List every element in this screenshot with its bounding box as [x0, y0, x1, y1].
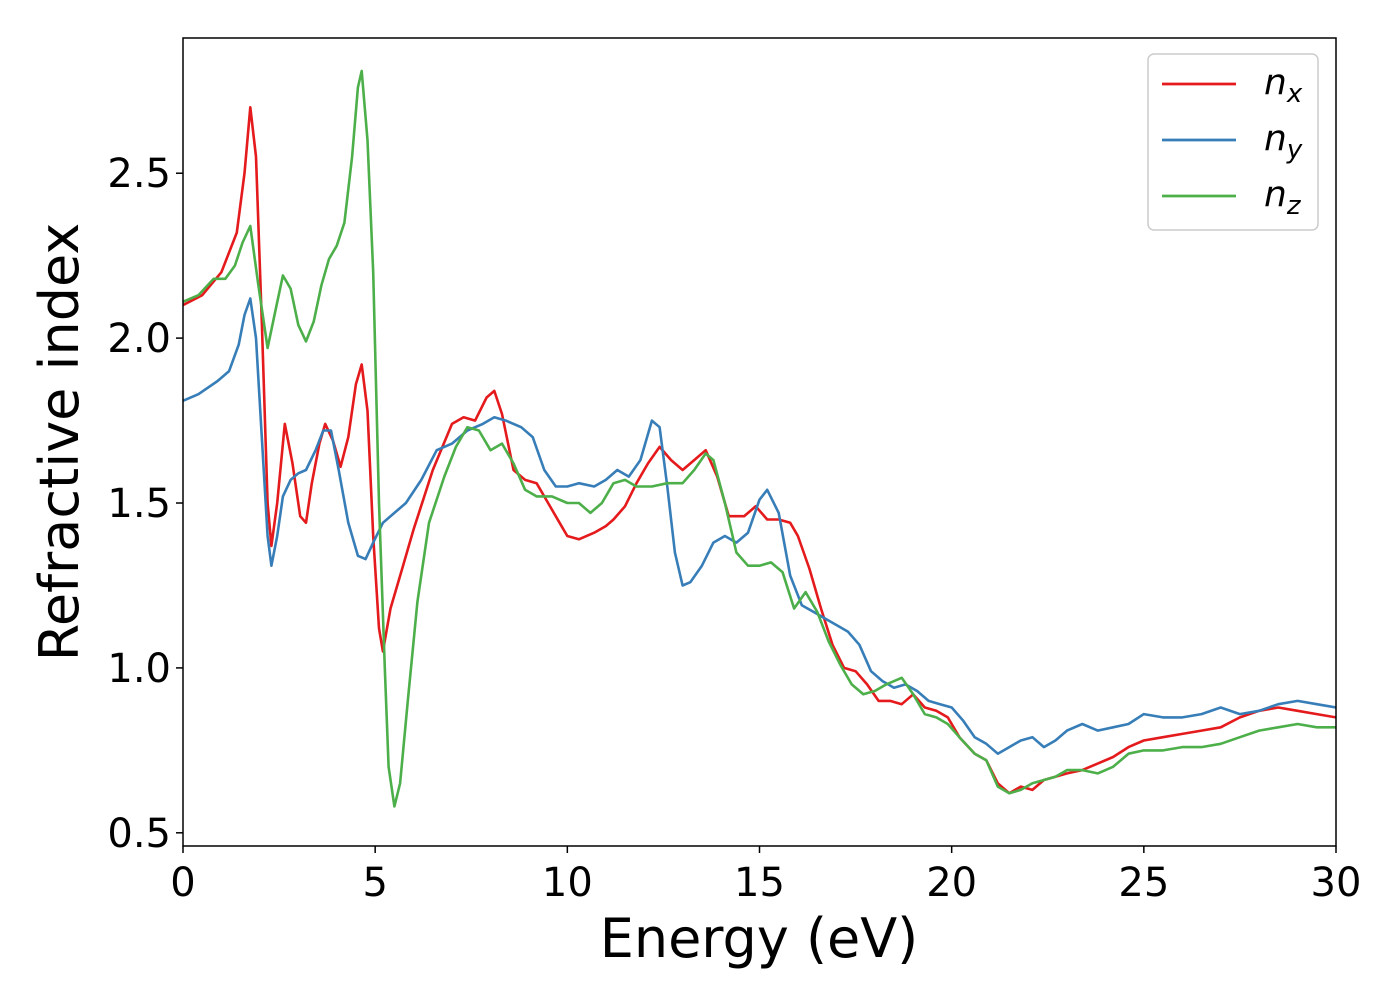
x-tick-label: 5	[362, 860, 387, 906]
x-axis: 0 5 10 15 20 25 30	[170, 846, 1361, 906]
x-tick-label: 25	[1118, 860, 1169, 906]
y-tick-label: 1.0	[107, 646, 171, 692]
y-tick-label: 2.5	[107, 151, 171, 197]
y-tick-label: 0.5	[107, 811, 171, 857]
y-tick-label: 1.5	[107, 481, 171, 527]
plot-area	[183, 69, 1336, 808]
series-line-n-y	[183, 297, 1336, 755]
x-tick-label: 15	[734, 860, 785, 906]
x-tick-label: 30	[1311, 860, 1362, 906]
legend-label: ny	[1264, 118, 1303, 165]
y-axis: 0.5 1.0 1.5 2.0 2.5	[107, 151, 183, 857]
x-axis-title: Energy (eV)	[600, 907, 919, 970]
x-tick-label: 0	[170, 860, 195, 906]
legend-label: nz	[1264, 174, 1302, 221]
x-tick-label: 10	[542, 860, 593, 906]
y-axis-title: Refractive index	[28, 223, 91, 662]
legend-box	[1147, 53, 1319, 231]
legend: nx ny nz	[1147, 53, 1319, 231]
x-tick-label: 20	[926, 860, 977, 906]
y-tick-label: 2.0	[107, 316, 171, 362]
series-line-n-z	[183, 69, 1336, 808]
legend-label: nx	[1264, 62, 1303, 109]
